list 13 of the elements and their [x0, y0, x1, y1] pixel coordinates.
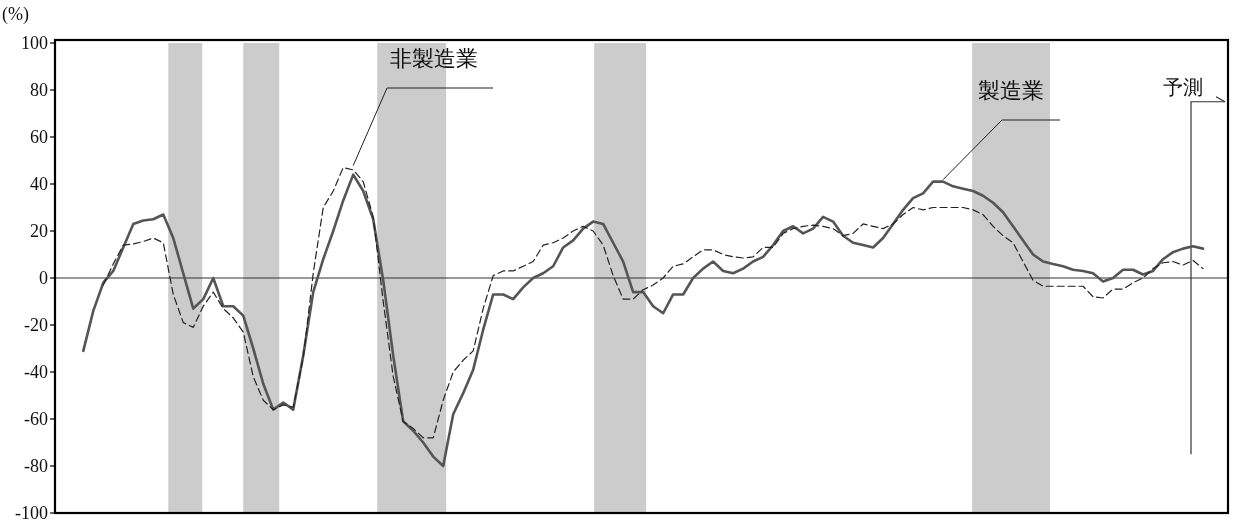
y-tick-label: 80 — [30, 80, 48, 100]
y-tick-label: 20 — [30, 221, 48, 241]
y-tick-label: 60 — [30, 127, 48, 147]
y-tick-label: -100 — [15, 503, 48, 521]
y-tick-label: 0 — [39, 268, 48, 288]
y-tick-label: -60 — [24, 409, 48, 429]
y-tick-label: -20 — [24, 315, 48, 335]
y-tick-label: -80 — [24, 456, 48, 476]
y-tick-label: -40 — [24, 362, 48, 382]
ylabel: (%) — [2, 4, 29, 24]
y-tick-label: 40 — [30, 174, 48, 194]
y-tick-label: 100 — [21, 33, 48, 53]
annotation: 予測 — [1163, 75, 1204, 98]
